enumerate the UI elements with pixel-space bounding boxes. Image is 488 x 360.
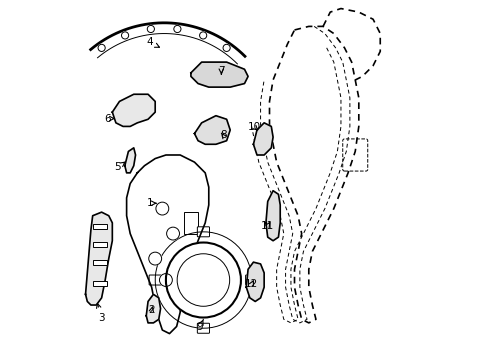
FancyBboxPatch shape bbox=[245, 275, 257, 285]
Bar bbox=[183, 212, 198, 234]
FancyBboxPatch shape bbox=[197, 227, 209, 237]
Bar bbox=[183, 251, 198, 269]
Circle shape bbox=[98, 44, 105, 51]
Bar bbox=[93, 260, 107, 265]
Bar bbox=[93, 224, 107, 229]
Text: 10: 10 bbox=[247, 122, 261, 132]
Circle shape bbox=[199, 32, 206, 39]
Polygon shape bbox=[112, 94, 155, 126]
Polygon shape bbox=[190, 62, 247, 87]
Text: 1: 1 bbox=[146, 198, 156, 208]
Polygon shape bbox=[85, 212, 112, 305]
Text: 7: 7 bbox=[218, 66, 224, 76]
Text: 3: 3 bbox=[96, 303, 105, 323]
FancyBboxPatch shape bbox=[342, 139, 367, 171]
Polygon shape bbox=[194, 116, 230, 144]
Polygon shape bbox=[124, 148, 135, 173]
Text: 9: 9 bbox=[196, 319, 203, 332]
Text: 5: 5 bbox=[114, 162, 124, 172]
Circle shape bbox=[223, 44, 230, 51]
Circle shape bbox=[147, 26, 154, 32]
Circle shape bbox=[148, 252, 162, 265]
Circle shape bbox=[166, 227, 179, 240]
Polygon shape bbox=[146, 294, 160, 323]
Circle shape bbox=[121, 32, 128, 39]
Circle shape bbox=[173, 26, 181, 32]
Text: 8: 8 bbox=[219, 130, 226, 140]
Circle shape bbox=[156, 202, 168, 215]
Circle shape bbox=[177, 254, 229, 306]
Text: 6: 6 bbox=[104, 113, 114, 123]
Bar bbox=[93, 281, 107, 287]
Text: 2: 2 bbox=[148, 305, 155, 315]
Polygon shape bbox=[265, 191, 280, 241]
FancyBboxPatch shape bbox=[149, 275, 161, 285]
Text: 4: 4 bbox=[146, 37, 159, 48]
Text: 12: 12 bbox=[244, 279, 258, 289]
Circle shape bbox=[159, 274, 172, 287]
Circle shape bbox=[165, 243, 241, 318]
Text: 11: 11 bbox=[261, 221, 274, 231]
FancyBboxPatch shape bbox=[197, 323, 209, 333]
Polygon shape bbox=[253, 123, 272, 155]
Bar bbox=[93, 242, 107, 247]
Polygon shape bbox=[246, 262, 264, 301]
